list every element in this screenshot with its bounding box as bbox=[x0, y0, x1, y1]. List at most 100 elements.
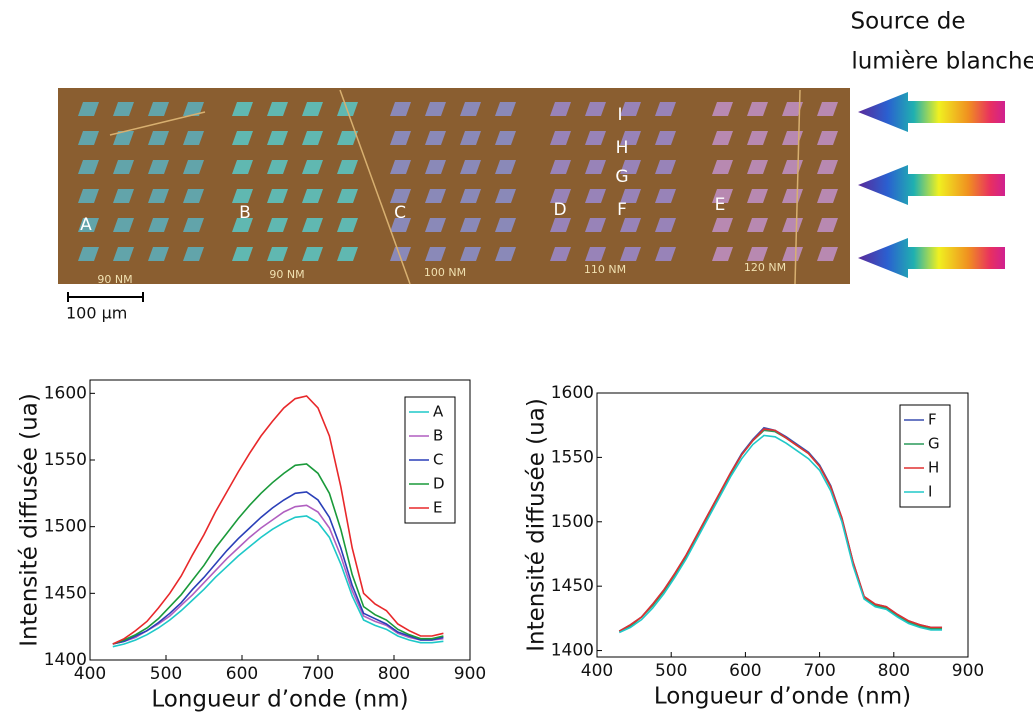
legend-label: G bbox=[928, 435, 940, 453]
pad bbox=[113, 160, 134, 174]
pad bbox=[747, 189, 768, 203]
marker-label: G bbox=[615, 167, 628, 187]
pad bbox=[620, 102, 641, 116]
legend-label: C bbox=[433, 451, 443, 469]
chip-label: 90 NM bbox=[97, 273, 132, 286]
pad bbox=[550, 189, 571, 203]
pad bbox=[495, 189, 516, 203]
marker-label: D bbox=[553, 200, 566, 220]
x-tick-label: 800 bbox=[878, 661, 910, 681]
x-tick-label: 900 bbox=[454, 664, 486, 684]
pad bbox=[460, 189, 481, 203]
pad bbox=[148, 102, 169, 116]
pad bbox=[585, 247, 606, 261]
pad bbox=[655, 189, 676, 203]
chip-label: 110 NM bbox=[584, 263, 626, 276]
pad bbox=[302, 160, 323, 174]
pad bbox=[148, 131, 169, 145]
pad bbox=[655, 218, 676, 232]
pad bbox=[78, 247, 99, 261]
pad bbox=[460, 160, 481, 174]
y-tick-label: 1400 bbox=[44, 650, 87, 670]
y-tick-label: 1400 bbox=[551, 641, 594, 661]
pad bbox=[337, 218, 358, 232]
pad bbox=[817, 102, 838, 116]
series-line bbox=[112, 395, 444, 645]
marker-label: I bbox=[617, 105, 622, 125]
x-tick-label: 700 bbox=[803, 661, 835, 681]
pad bbox=[620, 189, 641, 203]
pad bbox=[782, 102, 803, 116]
pad bbox=[620, 131, 641, 145]
pad bbox=[302, 131, 323, 145]
pad bbox=[817, 189, 838, 203]
legend-label: F bbox=[928, 411, 937, 429]
x-tick-label: 500 bbox=[655, 661, 687, 681]
pad bbox=[78, 189, 99, 203]
marker-label: A bbox=[80, 215, 92, 235]
pad bbox=[78, 160, 99, 174]
pad bbox=[148, 247, 169, 261]
pad bbox=[267, 247, 288, 261]
pad bbox=[302, 102, 323, 116]
pad bbox=[183, 218, 204, 232]
pad bbox=[550, 131, 571, 145]
pad bbox=[585, 102, 606, 116]
pad bbox=[655, 131, 676, 145]
pad bbox=[425, 131, 446, 145]
pad bbox=[585, 189, 606, 203]
source-label: Source de bbox=[850, 9, 965, 35]
pad bbox=[183, 189, 204, 203]
pad bbox=[495, 160, 516, 174]
pad bbox=[655, 160, 676, 174]
pad bbox=[747, 247, 768, 261]
pad bbox=[148, 218, 169, 232]
x-tick-label: 700 bbox=[302, 664, 334, 684]
pad bbox=[267, 218, 288, 232]
pad bbox=[113, 247, 134, 261]
pad bbox=[495, 247, 516, 261]
pad bbox=[817, 247, 838, 261]
legend-box bbox=[899, 404, 951, 508]
wire bbox=[339, 89, 411, 285]
pad bbox=[78, 218, 99, 232]
pad bbox=[302, 247, 323, 261]
pad bbox=[655, 102, 676, 116]
pad bbox=[337, 247, 358, 261]
pad bbox=[712, 247, 733, 261]
x-tick-label: 600 bbox=[226, 664, 258, 684]
pad bbox=[425, 247, 446, 261]
chip-label: 100 NM bbox=[424, 266, 466, 279]
pad bbox=[817, 131, 838, 145]
pad bbox=[550, 247, 571, 261]
pad bbox=[460, 218, 481, 232]
legend-label: E bbox=[433, 499, 442, 517]
pad bbox=[232, 131, 253, 145]
pad bbox=[337, 160, 358, 174]
pad bbox=[232, 247, 253, 261]
pad bbox=[585, 218, 606, 232]
pad bbox=[390, 160, 411, 174]
series-line bbox=[112, 491, 444, 645]
y-tick-label: 1500 bbox=[44, 517, 87, 537]
pad bbox=[390, 189, 411, 203]
pad bbox=[232, 102, 253, 116]
pad bbox=[113, 218, 134, 232]
pad bbox=[620, 247, 641, 261]
pad bbox=[113, 102, 134, 116]
legend-label: B bbox=[433, 427, 443, 445]
y-axis-label: Intensité diffusée (ua) bbox=[17, 393, 43, 647]
scale-label: 100 µm bbox=[66, 304, 127, 323]
x-tick-label: 500 bbox=[150, 664, 182, 684]
pad bbox=[712, 102, 733, 116]
pad bbox=[267, 102, 288, 116]
pad bbox=[460, 131, 481, 145]
pad bbox=[425, 218, 446, 232]
pad bbox=[655, 247, 676, 261]
marker-label: B bbox=[239, 203, 251, 223]
pad bbox=[113, 131, 134, 145]
pad bbox=[425, 102, 446, 116]
x-tick-label: 400 bbox=[74, 664, 106, 684]
